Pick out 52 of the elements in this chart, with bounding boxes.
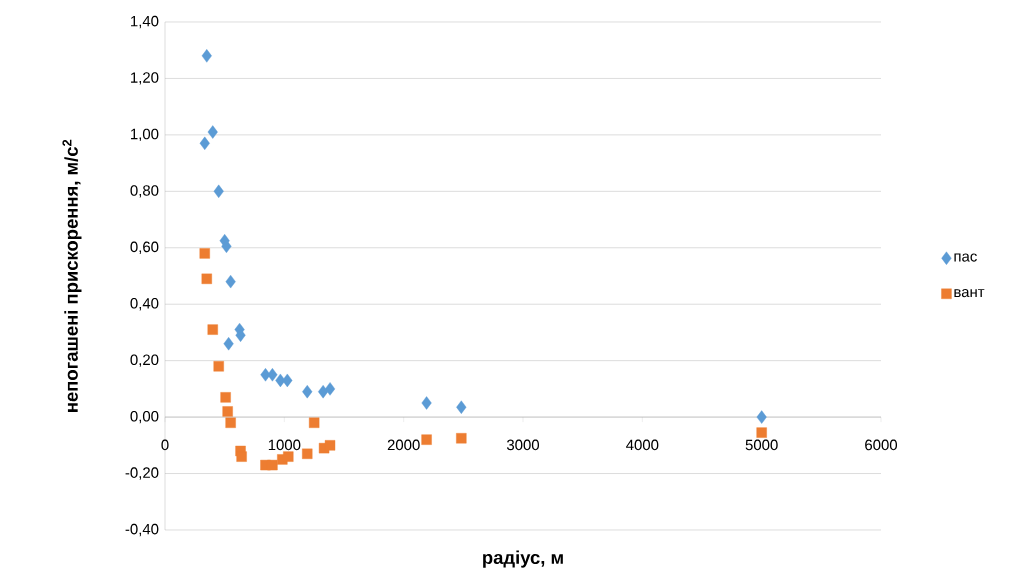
point (223, 337, 234, 351)
point (421, 396, 432, 410)
point (456, 400, 467, 414)
x-tick-label: 4000 (626, 439, 659, 451)
y-tick-label: 1,00 (131, 128, 159, 142)
point (201, 273, 212, 284)
legend-label: пас (954, 253, 977, 262)
point (756, 410, 767, 424)
y-tick-label: 0,60 (130, 241, 159, 254)
point (201, 49, 212, 63)
y-axis-title: непогашені прискорення, м/с$^{2}$ (62, 139, 82, 412)
point (756, 427, 767, 438)
point (421, 434, 432, 445)
point (199, 248, 210, 259)
y-tick-label: -0,20 (125, 467, 159, 480)
y-tick-label: 0,20 (130, 354, 159, 367)
point (318, 385, 329, 399)
point (302, 448, 313, 459)
point (236, 451, 247, 462)
y-tick-label: 1,40 (131, 15, 159, 29)
point (283, 451, 294, 462)
point (260, 368, 271, 382)
x-axis-title: радіус, м (483, 550, 563, 568)
point (199, 136, 210, 151)
point (456, 433, 467, 444)
x-tick-label: 1000 (268, 439, 301, 451)
x-tick-label: 3000 (506, 439, 540, 451)
y-tick-label: 0,00 (130, 410, 159, 424)
x-tick-label: 0 (161, 439, 169, 451)
y-tick-label: 0,80 (130, 185, 159, 198)
x-tick-label: 2000 (387, 439, 420, 451)
point (213, 361, 224, 372)
point (222, 406, 233, 417)
x-tick-label: 5000 (745, 439, 778, 451)
y-tick-label: -0,40 (125, 523, 159, 537)
point (213, 184, 224, 198)
legend-label: вант (954, 288, 985, 298)
point (324, 382, 336, 396)
x-tick-label: 6000 (865, 439, 898, 451)
point (282, 373, 293, 388)
y-tick-label: 0,40 (130, 298, 159, 311)
point (220, 392, 231, 403)
point (308, 417, 320, 428)
point (302, 385, 313, 399)
y-tick-label: 1,20 (131, 72, 159, 85)
point (225, 417, 236, 428)
point (267, 459, 278, 471)
point (267, 368, 278, 382)
point (207, 125, 218, 139)
point (225, 274, 236, 289)
point (207, 324, 218, 335)
point (324, 440, 336, 451)
